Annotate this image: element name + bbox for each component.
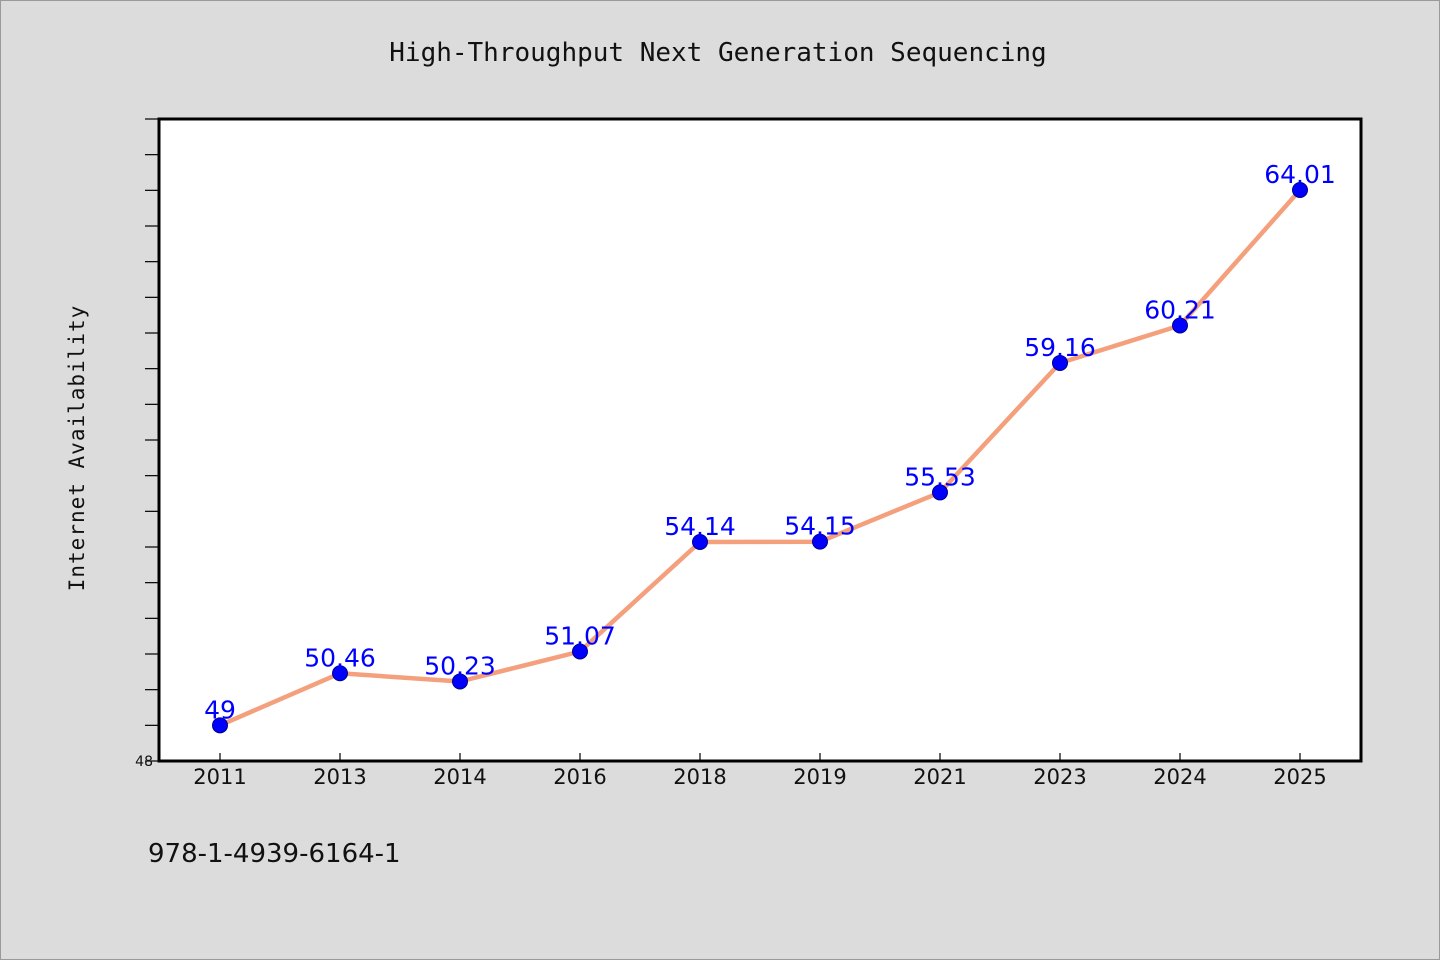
y-axis-label: Internet Availability	[65, 305, 89, 592]
data-point	[572, 643, 588, 660]
data-label: 50.23	[424, 651, 496, 680]
data-label: 59.16	[1024, 333, 1096, 362]
data-label: 55.53	[904, 462, 976, 491]
data-point	[452, 673, 468, 690]
x-tick-label: 2021	[913, 765, 966, 789]
data-label: 54.15	[784, 512, 856, 541]
chart-title: High-Throughput Next Generation Sequenci…	[389, 38, 1046, 68]
x-tick-label: 2024	[1153, 765, 1206, 789]
data-point	[932, 484, 948, 501]
series-line	[217, 187, 1303, 728]
y-axis-ticks	[145, 118, 159, 762]
data-point	[812, 533, 828, 550]
y-tick-label: 48	[135, 754, 153, 770]
data-point	[332, 665, 348, 682]
x-tick-label: 2019	[793, 765, 846, 789]
data-point	[1172, 317, 1188, 334]
x-tick-label: 2025	[1273, 765, 1326, 789]
x-tick-label: 2018	[673, 765, 726, 789]
x-tick-label: 2014	[433, 765, 486, 789]
x-axis-ticks: 2011 2013 2014 2016 2018 2019 2021 2023 2024 2025	[193, 753, 1327, 789]
x-tick-label: 2013	[313, 765, 366, 789]
data-label: 60.21	[1144, 296, 1216, 325]
data-label: 50.46	[304, 643, 376, 672]
data-label: 64.01	[1264, 160, 1336, 189]
isbn-text: 978-1-4939-6164-1	[148, 839, 401, 869]
data-point	[1052, 354, 1068, 371]
data-point	[212, 717, 228, 734]
x-tick-label: 2023	[1033, 765, 1086, 789]
plot-area	[157, 117, 1363, 763]
data-label: 51.07	[544, 622, 616, 651]
data-point	[1292, 181, 1308, 198]
data-label: 54.14	[664, 512, 736, 541]
data-label: 49	[204, 695, 236, 724]
series-layer: 49 50.46 50.23 51.07 54.14 54.15 55.53 59.16 60.…	[204, 160, 1336, 734]
data-point	[692, 534, 708, 551]
x-tick-label: 2016	[553, 765, 606, 789]
x-tick-label: 2011	[193, 765, 246, 789]
